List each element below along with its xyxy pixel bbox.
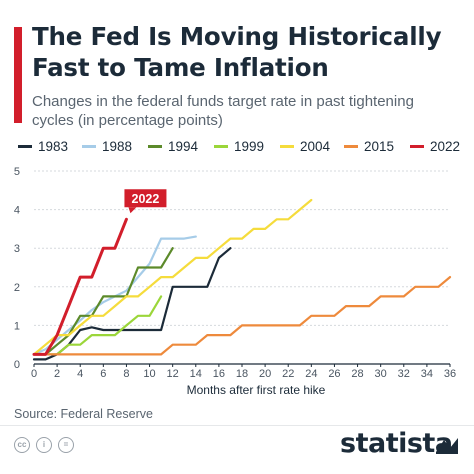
legend-label: 1994 (168, 139, 199, 154)
legend-swatch (410, 144, 424, 148)
legend-swatch (18, 144, 32, 148)
x-tick-label: 26 (328, 368, 340, 380)
x-tick-label: 20 (259, 368, 271, 380)
x-tick-label: 4 (77, 368, 83, 380)
chart-legend: 1983 1988 1994 1999 2004 2015 2022 (18, 138, 468, 156)
x-tick-label: 8 (123, 368, 129, 380)
series-line-2004 (32, 198, 313, 356)
series-line-2015 (32, 276, 452, 356)
brand-logo: statista (340, 428, 453, 459)
legend-item-1994: 1994 (148, 138, 198, 156)
footer-divider (0, 425, 474, 426)
x-tick-label: 6 (100, 368, 106, 380)
x-tick-label: 2 (54, 368, 60, 380)
legend-item-2022: 2022 (410, 138, 460, 156)
legend-label: 2015 (364, 139, 395, 154)
annotation-pointer (128, 207, 137, 214)
chart-subtitle: Changes in the federal funds target rate… (32, 93, 414, 129)
x-tick-label: 28 (351, 368, 363, 380)
x-tick-label: 32 (398, 368, 410, 380)
legend-label: 2004 (300, 139, 331, 154)
legend-label: 1983 (38, 139, 69, 154)
legend-label: 2022 (430, 139, 461, 154)
no-derivatives-icon: = (58, 437, 74, 453)
chart-title: The Fed Is Moving Historically Fast to T… (32, 22, 442, 82)
legend-item-2015: 2015 (344, 138, 394, 156)
title-accent-bar (14, 27, 22, 123)
attribution-icon: i (36, 437, 52, 453)
x-tick-label: 0 (31, 368, 37, 380)
legend-swatch (280, 144, 294, 148)
legend-swatch (148, 144, 162, 148)
legend-item-1988: 1988 (82, 138, 132, 156)
legend-swatch (82, 144, 96, 148)
x-tick-label: 14 (190, 368, 202, 380)
legend-item-1999: 1999 (214, 138, 264, 156)
legend-swatch (344, 144, 358, 148)
y-tick-label: 5 (14, 166, 20, 178)
legend-item-2004: 2004 (280, 138, 330, 156)
series-line-1983 (32, 247, 232, 361)
y-tick-label: 3 (14, 243, 20, 255)
x-axis-label: Months after first rate hike (187, 383, 326, 397)
y-tick-label: 2 (14, 282, 20, 294)
x-tick-label: 24 (305, 368, 317, 380)
x-tick-label: 18 (236, 368, 248, 380)
legend-item-1983: 1983 (18, 138, 68, 156)
annotation-label: 2022 (132, 192, 160, 206)
x-tick-label: 16 (213, 368, 225, 380)
x-tick-label: 30 (375, 368, 387, 380)
x-tick-label: 34 (421, 368, 433, 380)
y-tick-label: 1 (14, 320, 20, 332)
x-tick-label: 22 (282, 368, 294, 380)
series-line-2022 (32, 217, 128, 356)
y-tick-label: 4 (14, 205, 20, 217)
legend-swatch (214, 144, 228, 148)
x-tick-label: 12 (167, 368, 179, 380)
legend-label: 1999 (234, 139, 265, 154)
cc-icon: cc (14, 437, 30, 453)
source-note: Source: Federal Reserve (14, 407, 153, 421)
y-tick-label: 0 (14, 359, 20, 371)
annotation-box (124, 189, 167, 208)
series-line-1994 (32, 247, 174, 356)
legend-label: 1988 (102, 139, 133, 154)
brand-mark-icon (436, 438, 458, 454)
x-tick-label: 36 (444, 368, 456, 380)
x-tick-label: 10 (143, 368, 155, 380)
